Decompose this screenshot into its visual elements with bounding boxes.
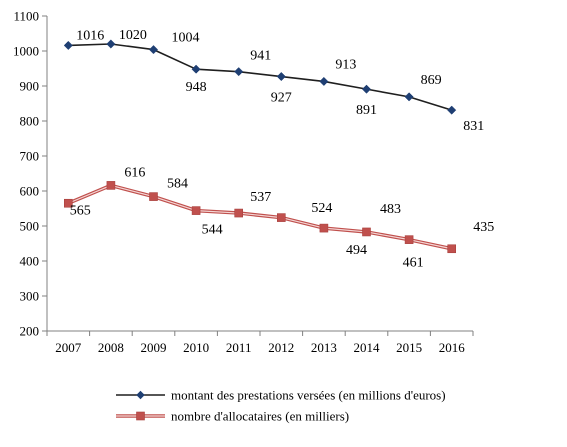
- legend-label-montant: montant des prestations versées (en mill…: [171, 388, 446, 403]
- data-point-montant: [404, 92, 414, 102]
- x-tick-label: 2014: [354, 340, 381, 355]
- legend-label-allocataires: nombre d'allocataires (en milliers): [171, 409, 349, 424]
- data-label-allocataires: 537: [250, 190, 271, 205]
- data-label-montant: 941: [250, 49, 271, 64]
- x-tick-label: 2015: [396, 340, 422, 355]
- x-tick-label: 2009: [141, 340, 167, 355]
- data-label-montant: 927: [271, 91, 292, 106]
- data-label-montant: 1020: [119, 28, 147, 43]
- data-label-montant: 891: [356, 103, 377, 118]
- x-tick-label: 2013: [311, 340, 337, 355]
- data-label-montant: 1004: [172, 31, 200, 46]
- data-label-allocataires: 435: [473, 220, 494, 235]
- y-tick-label: 300: [20, 289, 40, 304]
- data-point-montant: [191, 64, 201, 74]
- data-label-allocataires: 565: [70, 203, 91, 218]
- data-point-montant: [361, 84, 372, 94]
- data-point-allocataires: [276, 213, 286, 222]
- x-tick-label: 2010: [183, 340, 209, 355]
- y-tick-label: 1100: [13, 9, 39, 24]
- data-label-montant: 913: [335, 57, 356, 72]
- y-tick-label: 700: [20, 149, 40, 164]
- x-tick-label: 2008: [98, 340, 124, 355]
- data-point-allocataires: [362, 227, 371, 237]
- data-point-allocataires: [106, 181, 116, 190]
- data-label-allocataires: 524: [311, 201, 332, 216]
- y-tick-label: 400: [20, 254, 40, 269]
- data-point-montant: [447, 105, 457, 115]
- legend: montant des prestations versées (en mill…: [116, 388, 446, 424]
- data-point-allocataires: [319, 223, 329, 233]
- data-point-allocataires: [149, 192, 158, 201]
- y-tick-label: 1000: [13, 44, 39, 59]
- y-tick-label: 500: [20, 219, 40, 234]
- data-point-allocataires: [447, 244, 457, 254]
- data-label-allocataires: 584: [167, 177, 188, 192]
- y-tick-label: 900: [20, 79, 40, 94]
- data-labels: 1016 1020 1004 948 941 927 913 891 869 831 565 616 5…: [70, 28, 494, 271]
- data-point-montant: [63, 40, 73, 50]
- x-tick-label: 2011: [226, 340, 252, 355]
- series-line-montant: [68, 43, 452, 111]
- legend-marker-allocataires: [136, 411, 145, 421]
- legend-marker-montant: [136, 390, 145, 400]
- data-point-allocataires: [404, 235, 414, 244]
- data-label-montant: 869: [421, 73, 442, 88]
- data-label-montant: 831: [463, 119, 484, 134]
- data-label-allocataires: 544: [202, 223, 223, 238]
- data-label-allocataires: 483: [380, 202, 401, 217]
- data-label-allocataires: 461: [403, 256, 424, 271]
- series-line-allocataires-inner: [68, 184, 452, 250]
- data-point-montant: [319, 76, 329, 87]
- data-label-montant: 1016: [76, 28, 104, 43]
- y-tick-label: 200: [20, 324, 40, 339]
- data-label-allocataires: 616: [124, 165, 145, 180]
- data-point-montant: [148, 45, 159, 55]
- data-point-montant: [234, 67, 244, 77]
- data-point-montant: [106, 39, 116, 49]
- data-label-montant: 948: [186, 80, 207, 95]
- series-layer: [63, 39, 457, 254]
- axes: 200 300 400 500 600 700 800 900 1000 1100 2007 2008…: [13, 9, 474, 355]
- data-point-allocataires: [191, 206, 201, 215]
- data-label-allocataires: 494: [346, 243, 367, 258]
- y-tick-label: 800: [20, 114, 40, 129]
- data-point-allocataires: [64, 198, 73, 208]
- x-tick-label: 2012: [268, 340, 294, 355]
- data-point-allocataires: [234, 208, 243, 218]
- data-point-montant: [276, 71, 286, 82]
- y-tick-label: 600: [20, 184, 40, 199]
- x-tick-label: 2007: [55, 340, 82, 355]
- x-tick-label: 2016: [439, 340, 466, 355]
